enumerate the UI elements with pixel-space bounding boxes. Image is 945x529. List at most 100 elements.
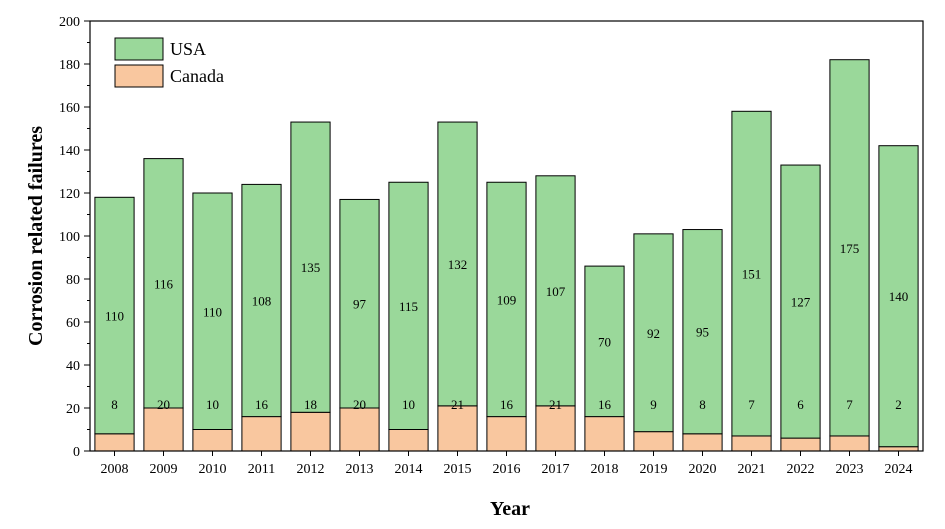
bar-canada-2024 xyxy=(878,446,919,452)
bar-usa-2023 xyxy=(829,59,870,437)
x-tick-label-2012: 2012 xyxy=(297,462,325,477)
data-label-usa-2012: 135 xyxy=(301,260,321,275)
bar-usa-2016 xyxy=(486,181,527,418)
data-label-canada-2011: 16 xyxy=(255,397,269,412)
x-tick-label-2023: 2023 xyxy=(836,462,864,477)
bar-canada-2020 xyxy=(682,433,723,452)
data-label-usa-2020: 95 xyxy=(696,325,709,340)
x-tick-label-2011: 2011 xyxy=(248,462,275,477)
x-tick-label-2021: 2021 xyxy=(738,462,766,477)
bar-canada-2016 xyxy=(486,416,527,452)
bar-usa-2010 xyxy=(192,192,233,430)
y-tick-label-60: 60 xyxy=(66,316,80,331)
y-tick-label-120: 120 xyxy=(59,187,80,202)
bar-usa-2012 xyxy=(290,121,331,413)
x-tick-label-2019: 2019 xyxy=(640,462,668,477)
bar-usa-2020 xyxy=(682,229,723,435)
y-axis-title: Corrosion related failures xyxy=(25,126,47,346)
x-tick-label-2010: 2010 xyxy=(199,462,227,477)
y-tick-label-180: 180 xyxy=(59,58,80,73)
legend-label-usa: USA xyxy=(170,39,206,59)
y-tick-label-0: 0 xyxy=(73,445,80,460)
data-label-canada-2017: 21 xyxy=(549,397,562,412)
legend: USA Canada xyxy=(114,37,224,88)
y-tick-label-140: 140 xyxy=(59,144,80,159)
data-label-canada-2024: 2 xyxy=(895,397,902,412)
bar-usa-2021 xyxy=(731,110,772,437)
data-label-usa-2019: 92 xyxy=(647,326,660,341)
y-tick-label-160: 160 xyxy=(59,101,80,116)
y-tick-label-20: 20 xyxy=(66,402,80,417)
legend-swatch-canada xyxy=(114,64,164,88)
data-label-canada-2014: 10 xyxy=(402,397,415,412)
data-label-canada-2016: 16 xyxy=(500,397,514,412)
data-label-usa-2009: 116 xyxy=(154,276,174,291)
bar-canada-2008 xyxy=(94,433,135,452)
data-label-canada-2009: 20 xyxy=(157,397,170,412)
data-label-canada-2013: 20 xyxy=(353,397,366,412)
x-axis-title: Year xyxy=(490,498,530,520)
bar-canada-2021 xyxy=(731,435,772,452)
bar-usa-2014 xyxy=(388,181,429,430)
y-tick-label-200: 200 xyxy=(59,15,80,30)
data-label-usa-2015: 132 xyxy=(448,257,468,272)
bar-usa-2009 xyxy=(143,158,184,409)
bar-usa-2017 xyxy=(535,175,576,407)
bar-canada-2015 xyxy=(437,405,478,452)
y-tick-label-40: 40 xyxy=(66,359,80,374)
data-label-canada-2020: 8 xyxy=(699,397,706,412)
data-label-usa-2010: 110 xyxy=(203,304,222,319)
bar-usa-2015 xyxy=(437,121,478,407)
bar-usa-2008 xyxy=(94,196,135,435)
bar-usa-2019 xyxy=(633,233,674,433)
x-tick-label-2008: 2008 xyxy=(101,462,129,477)
data-label-usa-2014: 115 xyxy=(399,299,418,314)
data-label-usa-2018: 70 xyxy=(598,334,611,349)
x-tick-label-2016: 2016 xyxy=(493,462,521,477)
data-label-canada-2021: 7 xyxy=(748,397,755,412)
x-tick-label-2020: 2020 xyxy=(689,462,717,477)
bar-usa-2013 xyxy=(339,198,380,409)
x-tick-label-2013: 2013 xyxy=(346,462,374,477)
data-label-canada-2015: 21 xyxy=(451,397,464,412)
bar-usa-2022 xyxy=(780,164,821,439)
data-label-canada-2012: 18 xyxy=(304,397,317,412)
bar-canada-2012 xyxy=(290,411,331,452)
legend-swatch-usa xyxy=(114,37,164,61)
data-label-usa-2017: 107 xyxy=(546,284,566,299)
bar-canada-2014 xyxy=(388,429,429,452)
data-label-usa-2024: 140 xyxy=(889,289,909,304)
data-label-canada-2018: 16 xyxy=(598,397,612,412)
data-label-canada-2022: 6 xyxy=(797,397,804,412)
x-tick-label-2014: 2014 xyxy=(395,462,423,477)
bar-canada-2011 xyxy=(241,416,282,452)
bar-usa-2018 xyxy=(584,265,625,418)
data-label-canada-2010: 10 xyxy=(206,397,219,412)
x-tick-label-2018: 2018 xyxy=(591,462,619,477)
bar-canada-2023 xyxy=(829,435,870,452)
bar-canada-2017 xyxy=(535,405,576,452)
bar-canada-2018 xyxy=(584,416,625,452)
bars-layer xyxy=(94,59,919,452)
data-label-usa-2013: 97 xyxy=(353,297,367,312)
data-label-usa-2022: 127 xyxy=(791,295,811,310)
data-label-usa-2011: 108 xyxy=(252,294,272,309)
legend-label-canada: Canada xyxy=(170,66,224,86)
bar-canada-2013 xyxy=(339,407,380,452)
bar-canada-2009 xyxy=(143,407,184,452)
data-label-canada-2023: 7 xyxy=(846,397,853,412)
x-tick-label-2022: 2022 xyxy=(787,462,815,477)
data-label-canada-2019: 9 xyxy=(650,397,657,412)
bar-usa-2024 xyxy=(878,145,919,448)
x-tick-label-2017: 2017 xyxy=(542,462,570,477)
data-label-usa-2008: 110 xyxy=(105,309,124,324)
x-tick-label-2024: 2024 xyxy=(885,462,913,477)
bar-canada-2022 xyxy=(780,437,821,452)
bar-canada-2010 xyxy=(192,429,233,452)
x-tick-label-2015: 2015 xyxy=(444,462,472,477)
y-tick-label-100: 100 xyxy=(59,230,80,245)
bar-canada-2019 xyxy=(633,431,674,452)
bar-usa-2011 xyxy=(241,183,282,418)
